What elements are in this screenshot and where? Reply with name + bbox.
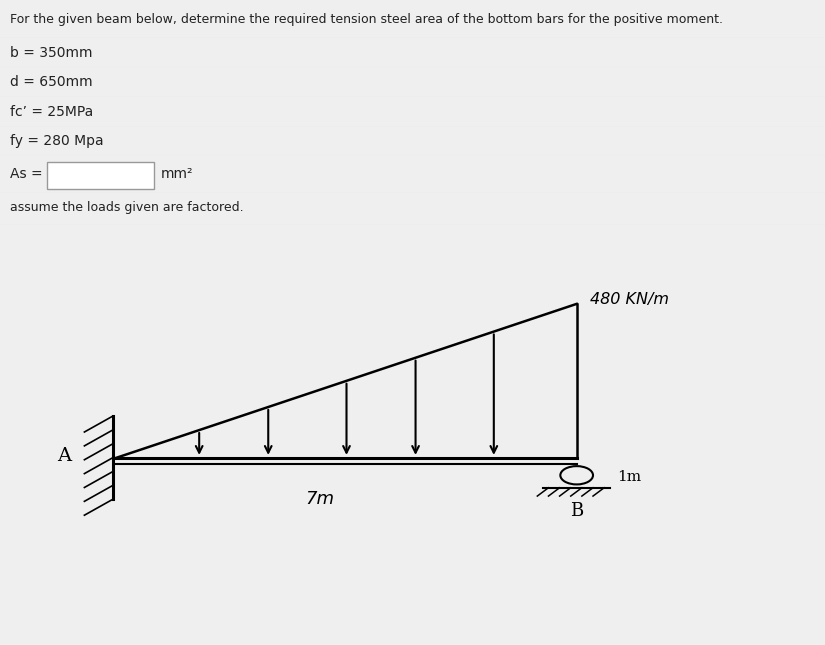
Text: d = 650mm: d = 650mm — [10, 75, 92, 89]
FancyBboxPatch shape — [47, 162, 154, 188]
Text: A: A — [57, 447, 72, 464]
Text: As =: As = — [10, 167, 43, 181]
Text: For the given beam below, determine the required tension steel area of the botto: For the given beam below, determine the … — [10, 12, 723, 26]
Text: mm²: mm² — [161, 167, 193, 181]
Text: fy = 280 Mpa: fy = 280 Mpa — [10, 134, 103, 148]
Text: b = 350mm: b = 350mm — [10, 46, 92, 60]
Text: 7m: 7m — [305, 490, 334, 508]
Text: fc’ = 25MPa: fc’ = 25MPa — [10, 104, 93, 119]
Text: 1m: 1m — [617, 470, 642, 484]
Text: 480 KN/m: 480 KN/m — [590, 292, 669, 307]
Text: B: B — [570, 502, 583, 520]
Text: assume the loads given are factored.: assume the loads given are factored. — [10, 201, 243, 214]
